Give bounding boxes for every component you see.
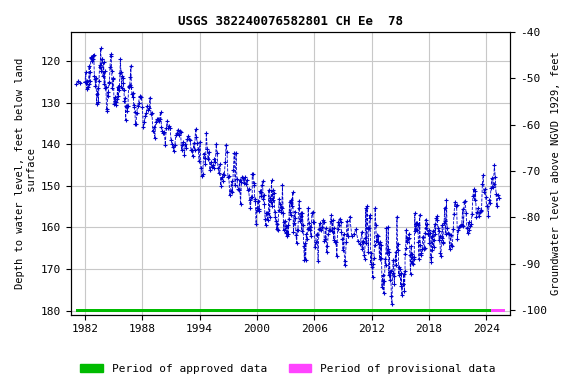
Y-axis label: Depth to water level, feet below land
 surface: Depth to water level, feet below land su… [15,58,37,289]
Legend: Period of approved data, Period of provisional data: Period of approved data, Period of provi… [76,359,500,379]
Bar [75,309,491,312]
Y-axis label: Groundwater level above NGVD 1929, feet: Groundwater level above NGVD 1929, feet [551,51,561,295]
Title: USGS 382240076582801 CH Ee  78: USGS 382240076582801 CH Ee 78 [178,15,403,28]
Bar [491,309,505,312]
